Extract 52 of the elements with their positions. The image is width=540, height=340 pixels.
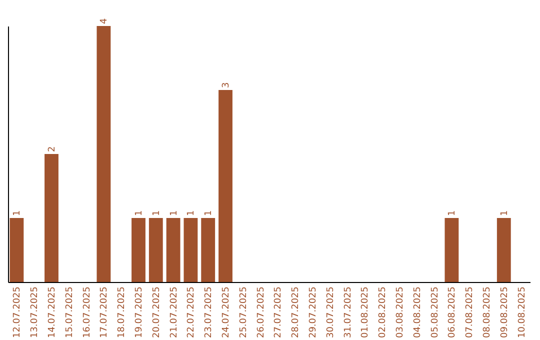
data-label: 1 — [134, 210, 144, 216]
x-tick-label: 01.08.2025 — [360, 286, 371, 338]
x-tick-label: 14.07.2025 — [48, 286, 58, 338]
data-label: 1 — [12, 210, 23, 216]
x-tick-label: 24.07.2025 — [222, 286, 232, 338]
bar — [444, 218, 459, 282]
x-tick-label: 16.07.2025 — [82, 286, 92, 338]
x-tick-label: 29.07.2025 — [308, 286, 318, 338]
data-label: 1 — [448, 210, 458, 216]
data-label: 1 — [204, 210, 214, 216]
x-tick-label: 31.07.2025 — [343, 286, 354, 338]
bar — [184, 218, 198, 282]
x-tick-label: 26.07.2025 — [256, 286, 266, 338]
x-tick-label: 02.08.2025 — [378, 286, 388, 338]
x-tick-label: 13.07.2025 — [30, 286, 40, 338]
data-label: 1 — [169, 210, 180, 216]
x-tick-label: 28.07.2025 — [291, 286, 302, 338]
x-tick-label: 04.08.2025 — [412, 286, 423, 338]
x-tick-label: 25.07.2025 — [238, 286, 249, 338]
x-tick-label: 19.07.2025 — [134, 286, 144, 338]
x-tick-label: 07.08.2025 — [465, 286, 476, 338]
bar — [96, 26, 111, 282]
x-tick-label: 03.08.2025 — [396, 286, 406, 338]
x-tick-label: 23.07.2025 — [204, 286, 214, 338]
x-tick-label: 30.07.2025 — [326, 286, 336, 338]
data-label: 1 — [186, 210, 197, 216]
bar — [166, 218, 180, 282]
bar — [132, 218, 146, 282]
data-label: 1 — [500, 210, 510, 216]
x-tick-label: 12.07.2025 — [12, 286, 23, 338]
x-tick-label: 06.08.2025 — [448, 286, 458, 338]
x-tick-label: 08.08.2025 — [482, 286, 492, 338]
data-label: 3 — [222, 82, 232, 88]
data-label: 2 — [48, 146, 58, 152]
data-label: 1 — [152, 210, 162, 216]
bar — [496, 218, 511, 282]
bar — [201, 218, 216, 282]
x-tick-label: 20.07.2025 — [152, 286, 162, 338]
bar — [10, 218, 24, 282]
x-tick-label: 05.08.2025 — [430, 286, 440, 338]
x-tick-label: 27.07.2025 — [274, 286, 284, 338]
bar — [44, 154, 58, 282]
bar — [148, 218, 163, 282]
x-tick-label: 15.07.2025 — [64, 286, 75, 338]
x-tick-label: 09.08.2025 — [500, 286, 510, 338]
x-tick-label: 22.07.2025 — [186, 286, 197, 338]
bar — [218, 90, 232, 282]
x-tick-label: 10.08.2025 — [517, 286, 528, 338]
data-label: 4 — [100, 18, 110, 24]
x-tick-label: 21.07.2025 — [169, 286, 180, 338]
x-tick-label: 17.07.2025 — [100, 286, 110, 338]
x-tick-label: 18.07.2025 — [117, 286, 128, 338]
